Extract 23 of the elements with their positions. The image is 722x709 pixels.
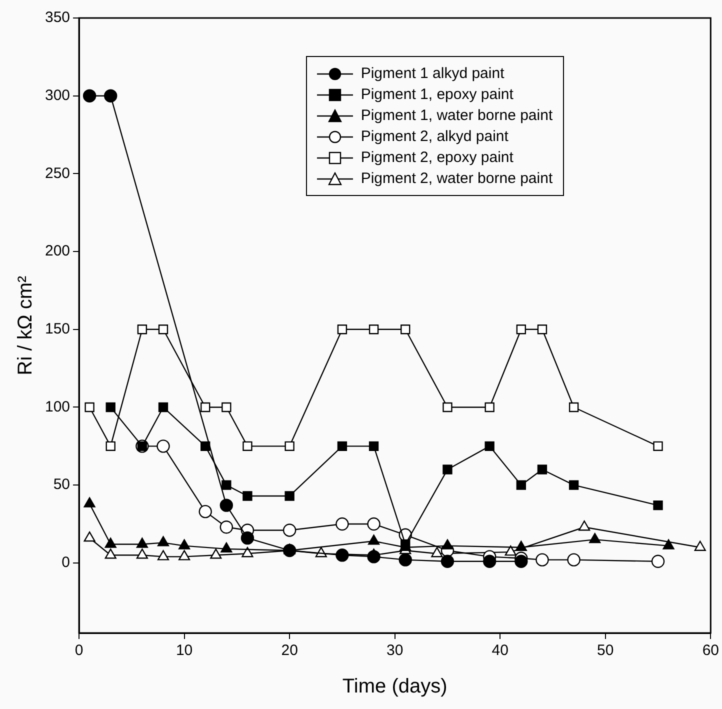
x-tick-label: 0: [74, 642, 84, 660]
legend-label: Pigment 2, alkyd paint: [360, 127, 508, 147]
x-tick-label: 60: [702, 642, 719, 660]
x-tick-label: 10: [176, 642, 193, 660]
x-tick-label: 50: [597, 642, 614, 660]
legend-label: Pigment 1, water borne paint: [360, 106, 553, 126]
x-tick-label: 20: [281, 642, 298, 660]
y-tick-label: 50: [53, 476, 70, 494]
y-tick-label: 150: [44, 320, 70, 338]
x-axis-title: Time (days): [342, 676, 448, 698]
legend-label: Pigment 1 alkyd paint: [360, 64, 504, 84]
legend-label: Pigment 2, water borne paint: [360, 169, 553, 189]
y-tick-label: 200: [44, 242, 70, 260]
y-tick-label: 350: [44, 9, 70, 26]
y-tick-label: 250: [44, 164, 70, 182]
y-axis-title: Ri / kΩ cm²: [14, 275, 37, 376]
y-tick-label: 0: [62, 554, 70, 572]
legend-label: Pigment 1, epoxy paint: [360, 85, 514, 105]
legend-label: Pigment 2, epoxy paint: [360, 148, 514, 168]
x-tick-label: 40: [492, 642, 508, 660]
x-tick-label: 30: [386, 642, 404, 660]
y-tick-label: 300: [44, 86, 70, 104]
y-tick-label: 100: [44, 398, 70, 416]
